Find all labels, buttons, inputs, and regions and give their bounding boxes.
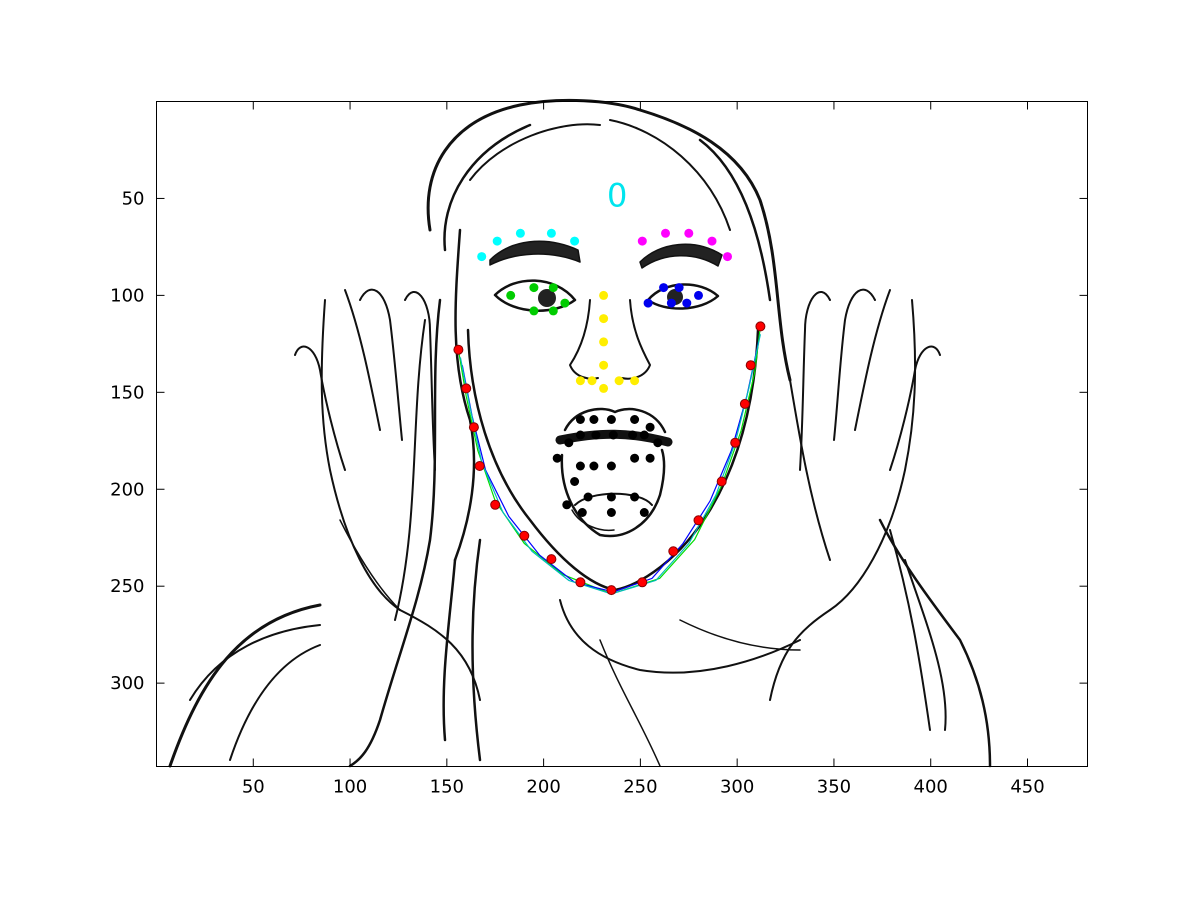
chart-annotations: 0 — [607, 177, 627, 215]
landmark-point — [707, 236, 717, 246]
landmark-point — [599, 337, 609, 347]
landmark-point — [637, 236, 647, 246]
landmark-point — [492, 236, 502, 246]
landmark-point — [645, 453, 655, 463]
landmark-point — [630, 492, 640, 502]
landmark-point — [628, 430, 638, 440]
x-axis-ticks: 50 100 150 200 250 300 350 400 450 — [242, 101, 1045, 798]
landmark-point — [570, 477, 580, 486]
y-tick-label: 200 — [110, 479, 144, 500]
y-axis-ticks: 50 100 150 200 250 300 — [110, 188, 1088, 694]
landmark-point — [693, 515, 704, 526]
landmark-point — [477, 252, 487, 262]
landmark-point — [599, 314, 609, 324]
landmark-point — [755, 321, 766, 332]
landmark-point — [684, 228, 694, 238]
landmark-point — [716, 476, 727, 487]
landmark-point — [529, 306, 539, 316]
landmark-point — [739, 398, 750, 409]
landmark-point — [548, 283, 558, 293]
landmark-point — [546, 228, 556, 238]
x-tick-label: 350 — [817, 777, 851, 798]
x-tick-label: 100 — [333, 777, 367, 798]
landmark-point — [529, 283, 539, 293]
landmark-point — [577, 508, 587, 517]
landmark-point — [546, 554, 557, 565]
landmark-point — [730, 437, 741, 448]
landmark-point — [630, 376, 640, 386]
x-tick-label: 400 — [914, 777, 948, 798]
landmark-point — [589, 461, 599, 471]
landmark-point — [474, 461, 485, 471]
landmark-point — [723, 252, 732, 262]
landmark-point — [666, 298, 676, 308]
landmark-point — [468, 422, 479, 433]
landmark-point — [630, 453, 640, 463]
landmark-point — [453, 344, 464, 355]
y-tick-label: 50 — [122, 188, 145, 209]
landmark-point — [560, 298, 570, 308]
landmark-point — [608, 430, 618, 440]
landmark-point — [552, 453, 562, 463]
y-tick-label: 100 — [110, 285, 144, 306]
landmark-point — [682, 298, 692, 308]
y-tick-label: 250 — [110, 576, 144, 597]
landmark-point — [575, 461, 585, 471]
landmark-point — [694, 290, 703, 300]
landmark-point — [606, 585, 617, 596]
x-tick-label: 50 — [242, 777, 265, 798]
x-tick-label: 200 — [526, 777, 560, 798]
landmark-point — [599, 290, 609, 300]
landmark-point — [606, 508, 616, 517]
landmark-point — [587, 376, 597, 386]
landmark-point — [570, 236, 580, 246]
landmark-point — [606, 461, 616, 471]
landmark-point — [506, 290, 516, 300]
y-tick-label: 300 — [110, 673, 144, 694]
landmark-point — [668, 546, 679, 557]
landmark-point — [745, 360, 756, 371]
y-tick-label: 150 — [110, 382, 144, 403]
landmark-point — [599, 360, 609, 370]
landmark-point — [583, 492, 593, 502]
landmark-point — [515, 228, 525, 238]
landmark-point — [606, 492, 616, 502]
landmark-point — [575, 376, 585, 386]
x-tick-label: 300 — [720, 777, 754, 798]
landmark-point — [614, 376, 624, 386]
landmark-point — [589, 415, 599, 424]
x-tick-label: 450 — [1010, 777, 1044, 798]
landmark-point — [639, 508, 649, 517]
landmark-point — [674, 283, 684, 293]
landmark-point — [575, 430, 585, 440]
landmark-point — [575, 577, 586, 588]
landmark-point — [562, 500, 572, 510]
landmark-point — [637, 577, 648, 588]
landmark-point — [645, 422, 655, 432]
axes-frame — [156, 101, 1088, 767]
landmark-point — [661, 228, 670, 238]
landmark-point — [599, 383, 609, 393]
landmark-point — [591, 430, 601, 440]
landmark-point — [643, 298, 653, 308]
landmark-point — [606, 415, 616, 424]
face-sketch-image — [168, 98, 992, 768]
face-index-label: 0 — [607, 177, 627, 215]
landmark-point — [490, 499, 501, 510]
landmark-points — [453, 228, 766, 596]
landmark-point — [548, 306, 558, 316]
landmark-point — [461, 383, 472, 394]
landmark-point — [653, 438, 663, 448]
landmark-point — [639, 430, 649, 440]
landmark-point — [659, 283, 669, 293]
landmark-point — [630, 415, 640, 424]
landmark-point — [564, 438, 574, 448]
landmark-point — [519, 530, 530, 541]
x-tick-label: 250 — [623, 777, 657, 798]
x-tick-label: 150 — [430, 777, 464, 798]
landmark-point — [575, 415, 585, 424]
